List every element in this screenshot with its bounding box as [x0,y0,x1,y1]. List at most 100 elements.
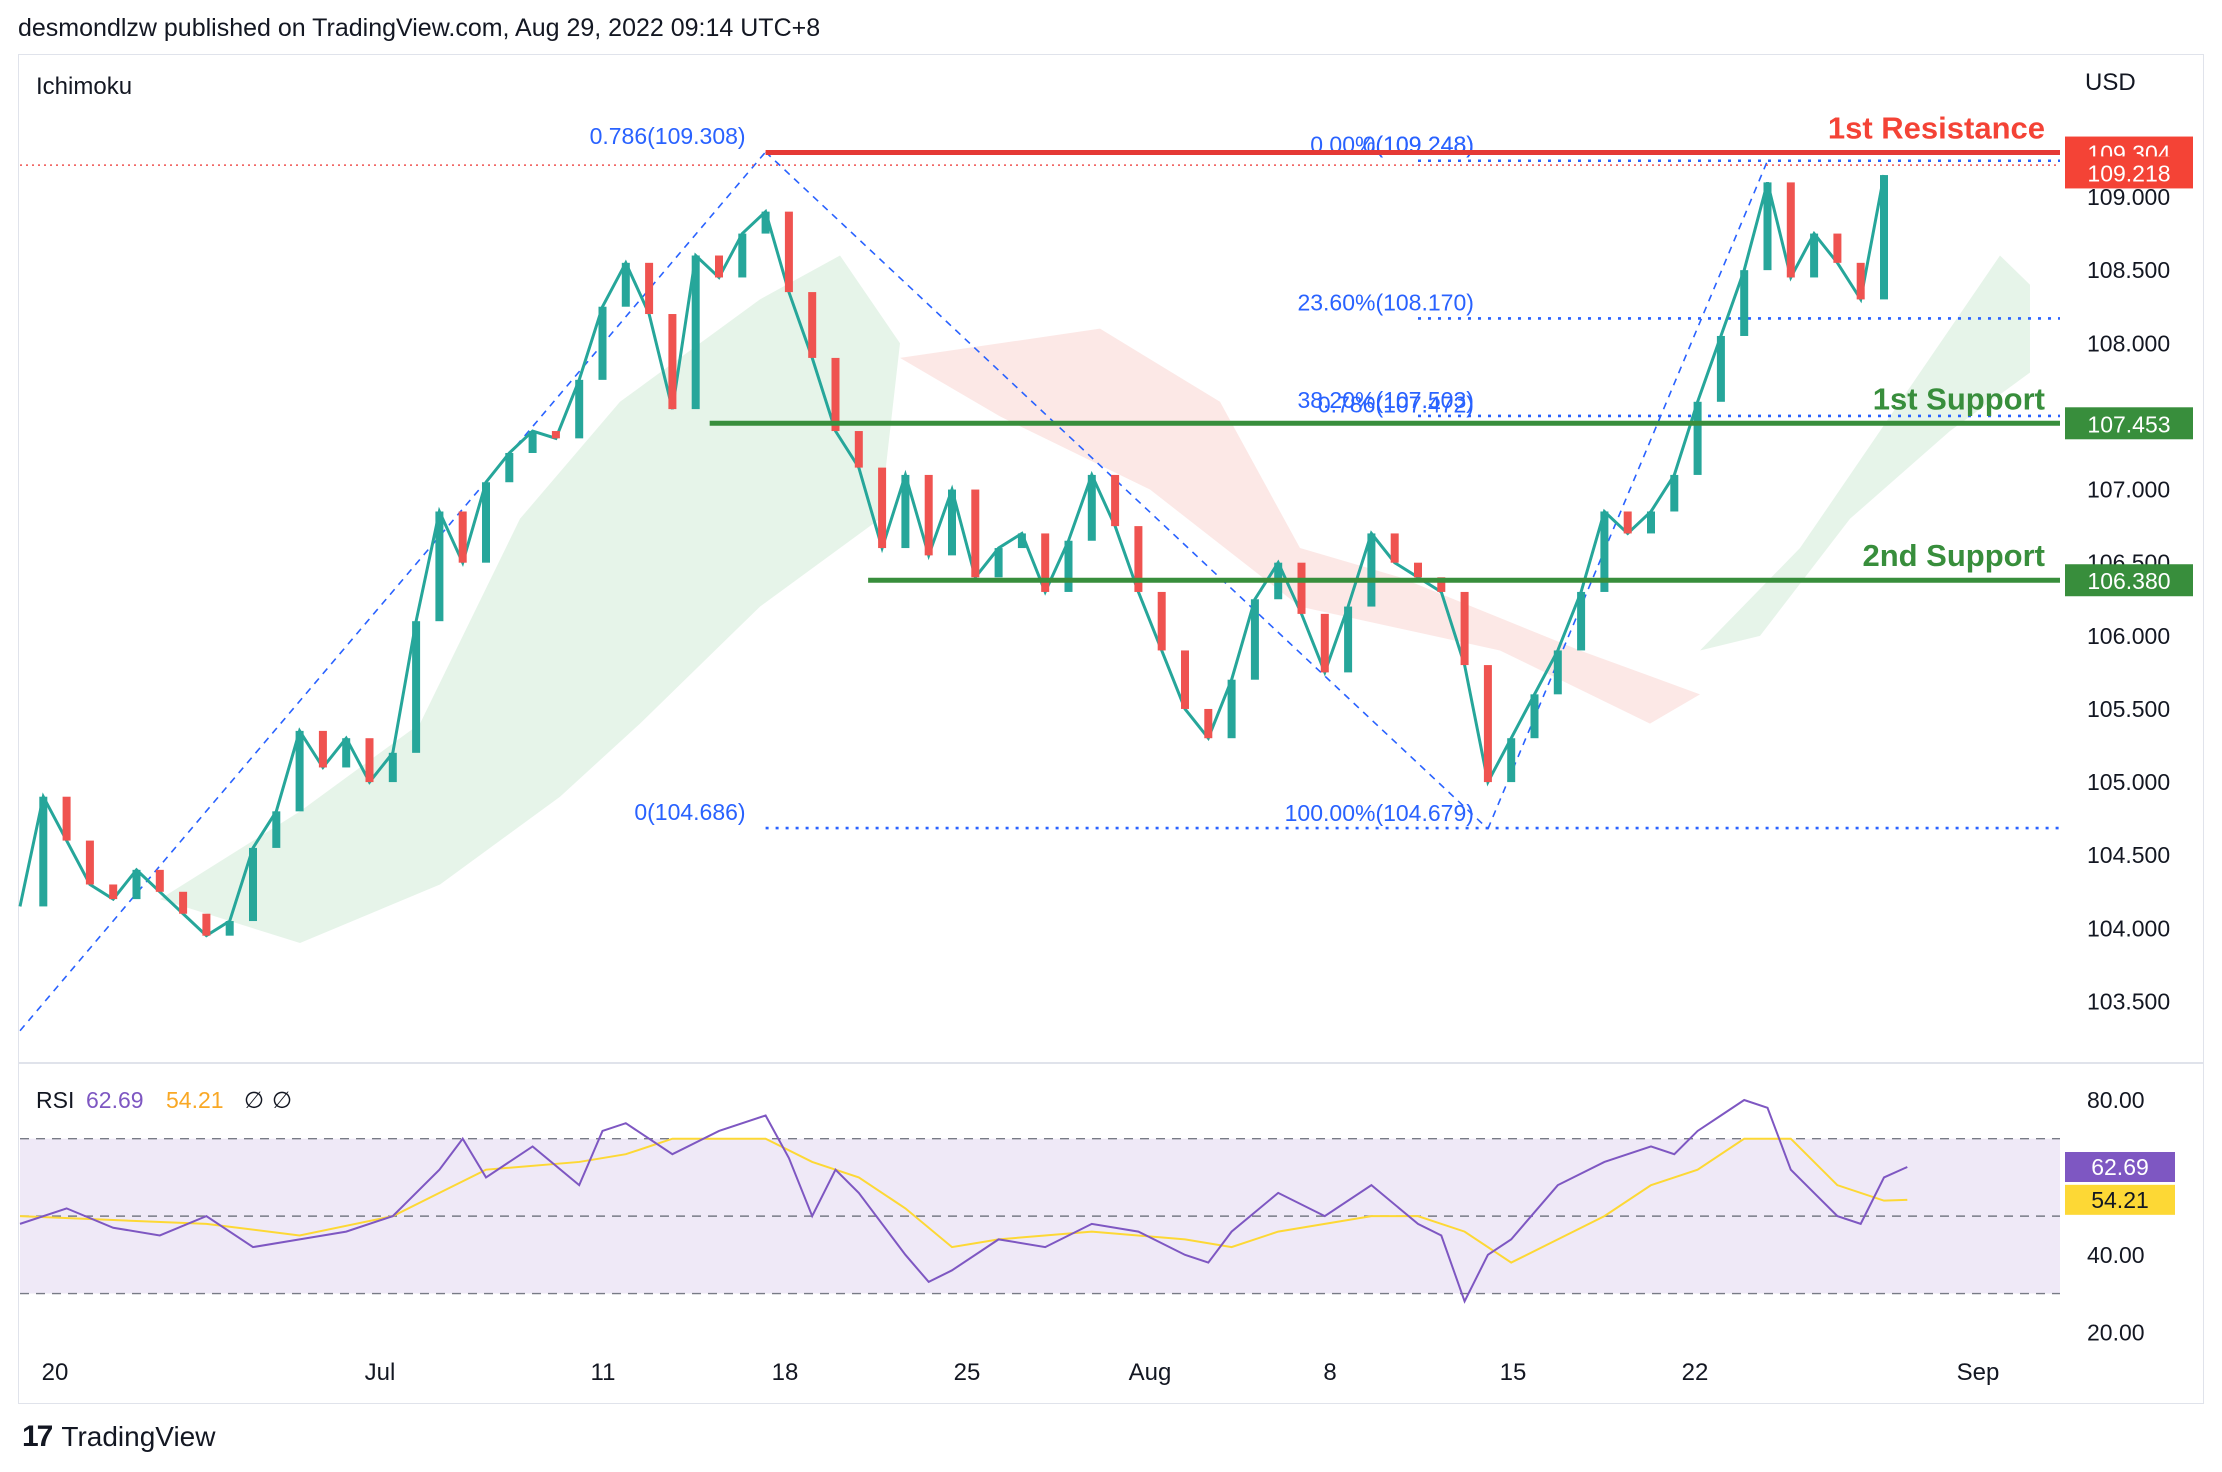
footer-brand[interactable]: TradingView [61,1421,216,1452]
candle [1623,511,1632,534]
resistance-1-label: 1st Resistance [1828,111,2045,146]
candle [645,262,654,315]
fib-label: 0.786(109.308) [590,123,746,149]
candle [621,262,630,307]
candle [1483,665,1492,783]
candle [458,511,467,563]
candle [62,796,71,841]
fib-label: 0.786(107.472) [1318,392,1474,418]
candle [132,869,141,900]
y-tick-label: 104.500 [2087,842,2170,868]
rsi-ma-badge [2065,1184,2175,1215]
rsi-value-badge: 62.69 [2091,1154,2149,1180]
main-price-chart: Ichimoku USD109.000108.500108.000107.0001… [18,69,2204,1064]
candle [505,452,514,483]
x-tick-label: Aug [1129,1359,1172,1386]
candle [1507,738,1516,783]
rsi-pane: 80.00 40.00 20.00 RSI 62.69 54.21 ∅ ∅ 62.69 54.21 [19,1087,2175,1345]
ichimoku-cloud-bullish [160,255,900,943]
time-axis: 20 Jul 11 18 25 Aug 8 15 22 Sep [42,1359,2000,1386]
candle [691,255,700,410]
rsi-ma-value: 54.21 [166,1087,224,1113]
x-tick-label: 22 [1682,1359,1709,1386]
x-tick-label: 20 [42,1359,69,1386]
candle [1181,650,1189,709]
candle [1367,533,1376,607]
x-tick-label: 11 [591,1359,616,1386]
candle [1157,591,1166,651]
fib-trend-down-line [765,151,1489,830]
support-2-value: 106.380 [2087,568,2170,594]
candle [715,255,723,278]
candle [1390,533,1399,563]
y-tick-label: 104.000 [2087,915,2170,941]
y-tick-label: 108.500 [2087,257,2170,283]
na-icon: ∅ [244,1087,264,1113]
candle [39,796,48,907]
candle [109,884,118,900]
candle [1763,182,1772,271]
support-1-value: 107.453 [2087,411,2170,437]
x-tick-label: 15 [1500,1359,1527,1386]
fib-label: 100.00%(104.679) [1285,800,1474,826]
candle [1064,540,1073,592]
candle [1740,270,1749,336]
candle [412,621,421,753]
candle [1577,591,1586,651]
current-price-value: 109.218 [2087,160,2170,186]
candle [249,847,257,922]
candle [1880,175,1888,300]
y-tick-label: 105.000 [2087,769,2170,795]
candle [388,752,397,783]
x-tick-label: 18 [772,1359,799,1386]
candle [1553,650,1562,695]
rsi-badge [2065,1152,2175,1183]
candle [1414,562,1422,578]
candle [365,738,374,783]
fib-trend-up-line [19,151,767,1032]
candle [1297,562,1306,614]
y-tick-label: 108.000 [2087,330,2170,356]
price-series [18,174,1886,938]
candle [901,474,910,549]
currency-label: USD [2085,69,2136,96]
x-tick-label: Jul [365,1359,396,1386]
candle [808,292,817,358]
fib-label: 0(104.686) [634,799,745,825]
candle [1833,233,1842,263]
candle [948,489,956,556]
rsi-y-tick-label: 20.00 [2087,1319,2145,1345]
support-2-badge [2065,564,2193,597]
candle [1600,511,1609,592]
y-tick-label: 107.000 [2087,477,2170,503]
candle [575,379,584,439]
candle [1786,182,1795,278]
ichimoku-cloud-bullish-right [1700,255,2030,651]
candle [482,482,490,563]
candle [1530,694,1539,739]
candle [1344,606,1353,673]
candle [971,489,980,578]
tradingview-logo-icon: 17 [22,1420,53,1453]
indicator-label: Ichimoku [36,73,132,100]
chart-frame [18,54,2204,1404]
candle [225,921,234,936]
candle [1227,679,1236,739]
footer: 17 TradingView [22,1420,215,1454]
candle [1134,526,1143,592]
current-price-badge [2065,156,2193,189]
rsi-ma-value-badge: 54.21 [2091,1187,2149,1213]
rsi-label: RSI [36,1087,74,1113]
fib-label: 23.60%(108.170) [1297,289,1473,315]
candle [1670,474,1679,512]
y-tick-label: 106.000 [2087,623,2170,649]
x-tick-label: 25 [954,1359,981,1386]
candle [295,730,304,812]
candle [878,467,887,549]
candle [598,306,607,380]
candle [1204,708,1213,739]
rsi-y-tick-label: 80.00 [2087,1087,2145,1113]
candle [761,211,770,234]
candle [155,869,164,892]
